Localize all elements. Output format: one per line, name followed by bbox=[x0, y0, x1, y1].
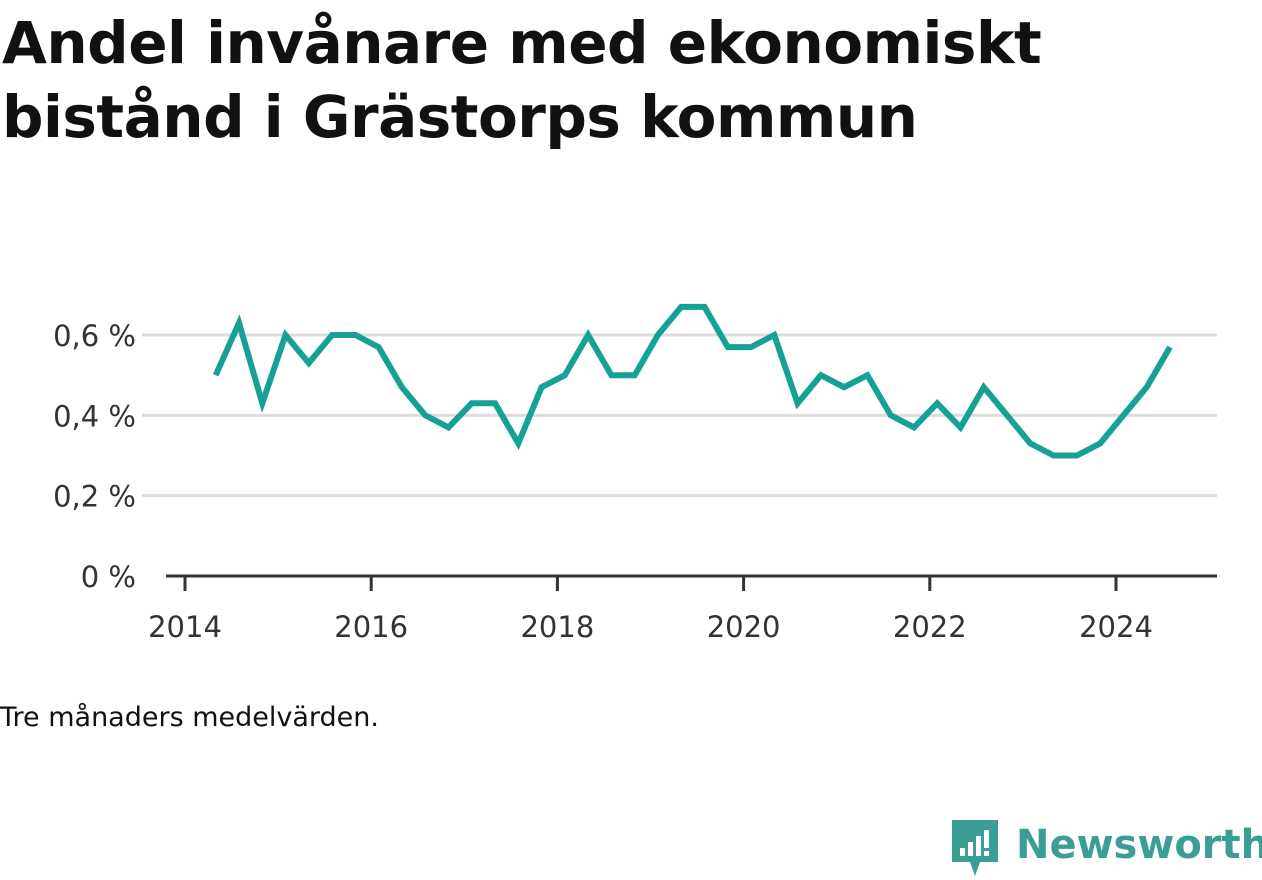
x-tick-label: 2016 bbox=[334, 610, 408, 644]
y-tick-label: 0,6 % bbox=[53, 319, 136, 353]
x-tick-label: 2020 bbox=[707, 610, 781, 644]
newsworthy-logo-icon bbox=[952, 820, 998, 876]
grid-lines bbox=[142, 333, 1217, 498]
y-tick-labels: 0 % 0,2 % 0,4 % 0,6 % bbox=[53, 319, 136, 594]
x-tick-label: 2022 bbox=[893, 610, 967, 644]
y-tick-label: 0,4 % bbox=[53, 399, 136, 433]
chart-note: Tre månaders medelvärden. bbox=[0, 702, 379, 733]
chart-title: Andel invånare med ekonomiskt bistånd i … bbox=[2, 9, 1042, 151]
brand-logo[interactable]: Newsworthy bbox=[950, 818, 1262, 880]
series-line-0 bbox=[212, 303, 1173, 459]
x-tick-labels: 2014 2016 2018 2020 2022 2024 bbox=[148, 610, 1153, 644]
x-tick-label: 2024 bbox=[1079, 610, 1153, 644]
x-axis bbox=[166, 574, 1217, 591]
y-tick-label: 0 % bbox=[81, 560, 136, 594]
x-tick-label: 2018 bbox=[520, 610, 594, 644]
series-layer bbox=[212, 303, 1173, 459]
line-chart: 0 %0,2 %0,4 %0,6 % 2014 2016 2018 2020 2022 2… bbox=[53, 303, 1217, 644]
y-tick-label: 0,2 % bbox=[53, 480, 136, 514]
brand-name: Newsworthy bbox=[1016, 822, 1262, 868]
x-tick-label: 2014 bbox=[148, 610, 222, 644]
